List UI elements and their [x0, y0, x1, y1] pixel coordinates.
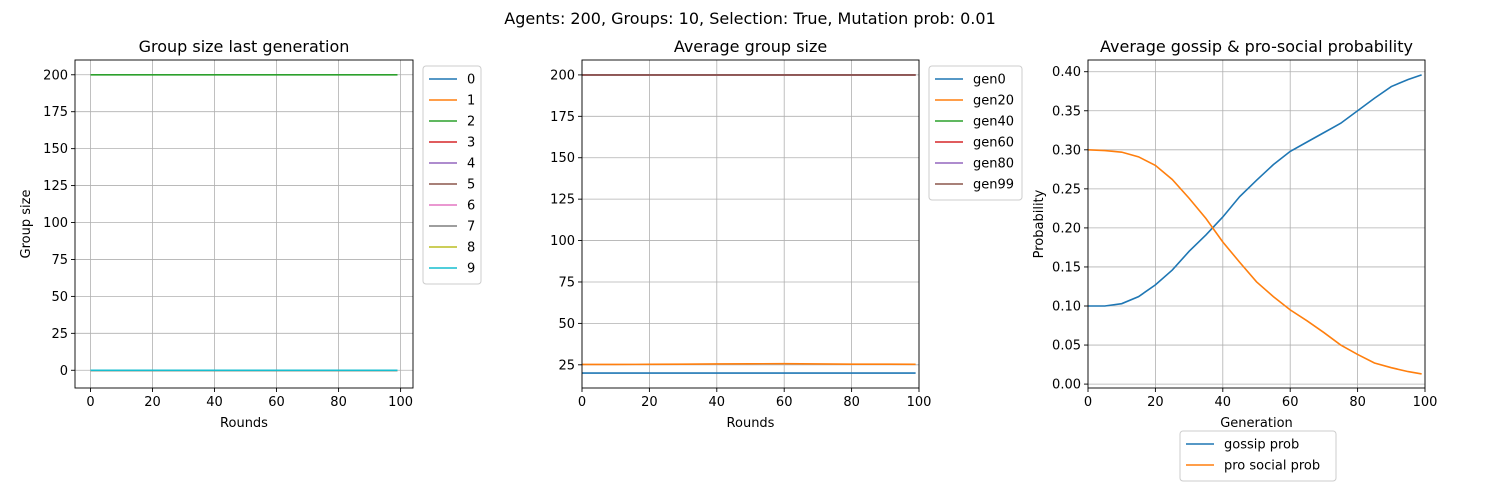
x-tick-label: 80: [1349, 395, 1366, 410]
x-tick-label: 0: [1084, 395, 1092, 410]
y-tick-label: 75: [51, 253, 68, 268]
legend-label: gen40: [973, 115, 1014, 130]
series-line-pro-social-prob: [1087, 149, 1422, 375]
y-tick-label: 125: [43, 179, 68, 194]
series-lines: [582, 74, 916, 374]
y-tick-label: 25: [558, 358, 575, 373]
chart-title: Average gossip & pro-social probability: [1100, 37, 1413, 56]
grid-lines: [1087, 60, 1426, 388]
y-tick-label: 0.15: [1052, 260, 1081, 275]
y-tick-label: 100: [550, 234, 575, 249]
legend: 0 1 2 3 4 5 6 7 8 9: [422, 65, 482, 285]
y-tick-label: 0.25: [1052, 182, 1081, 197]
y-tick-label: 0.35: [1052, 104, 1081, 119]
legend-label: gen60: [973, 136, 1014, 151]
x-tick-label: 40: [206, 395, 223, 410]
x-tick-label: 0: [86, 395, 94, 410]
tick-labels: 0 20 40 60 80 100 25 50 75 100 125 150 175 200: [550, 68, 931, 410]
x-tick-label: 60: [1282, 395, 1299, 410]
x-tick-label: 0: [578, 395, 586, 410]
y-tick-label: 150: [43, 142, 68, 157]
x-tick-label: 40: [709, 395, 726, 410]
legend-label: 5: [467, 178, 475, 193]
y-tick-label: 125: [550, 193, 575, 208]
y-tick-label: 25: [51, 327, 68, 342]
y-tick-label: 0.40: [1052, 65, 1081, 80]
series-line-gossip-prob: [1088, 74, 1422, 307]
x-axis-label: Rounds: [727, 416, 775, 431]
grid-lines: [581, 60, 920, 388]
x-tick-label: 20: [1147, 395, 1164, 410]
legend-label: gossip prob: [1224, 438, 1299, 453]
y-tick-label: 0: [60, 364, 68, 379]
x-axis-label: Rounds: [220, 416, 268, 431]
axes-frame: [581, 59, 920, 389]
series-lines: [90, 73, 398, 372]
chart-title: Group size last generation: [139, 37, 350, 56]
legend-label: 6: [467, 199, 475, 214]
legend-label: 8: [467, 241, 475, 256]
axes-frame: [1087, 59, 1426, 389]
x-tick-label: 40: [1215, 395, 1232, 410]
y-tick-label: 0.30: [1052, 143, 1081, 158]
legend-label: 3: [467, 136, 475, 151]
x-tick-label: 100: [907, 395, 932, 410]
y-tick-label: 200: [43, 68, 68, 83]
legend-label: 7: [467, 220, 475, 235]
y-tick-label: 0.20: [1052, 221, 1081, 236]
y-tick-label: 100: [43, 216, 68, 231]
y-tick-label: 0.10: [1052, 300, 1081, 315]
legend-label: 9: [467, 262, 475, 277]
y-axis-label: Group size: [19, 190, 34, 259]
grid-lines: [75, 60, 413, 388]
series-lines: [1087, 74, 1422, 375]
legend-label: gen0: [973, 73, 1006, 88]
chart-2: 0 20 40 60 80 100 25 50 75 100 125 150 175 200 Average…: [550, 37, 1023, 431]
y-tick-label: 200: [550, 68, 575, 83]
legend-frame: [1179, 430, 1337, 482]
y-tick-label: 75: [558, 275, 575, 290]
y-axis-label: Probability: [1032, 189, 1047, 258]
x-tick-label: 20: [144, 395, 161, 410]
plots-container: 0 20 40 60 80 1000255075100125150175200Group …: [19, 37, 1437, 482]
y-tick-label: 0.05: [1052, 339, 1081, 354]
x-axis-label: Generation: [1220, 416, 1293, 431]
legend-label: gen99: [973, 178, 1014, 193]
tick-labels: 0 20 40 60 80 100 0 25 50 75 100 125 150 175 200: [43, 68, 413, 410]
figure-suptitle: Agents: 200, Groups: 10, Selection: True…: [504, 9, 996, 28]
legend-label: gen20: [973, 94, 1014, 109]
x-tick-label: 80: [330, 395, 347, 410]
x-tick-label: 80: [843, 395, 860, 410]
x-tick-label: 100: [388, 395, 413, 410]
axes-frame: [74, 59, 414, 389]
legend-label: 4: [467, 157, 475, 172]
legend-label: 2: [467, 115, 475, 130]
y-tick-label: 50: [558, 317, 575, 332]
x-tick-label: 20: [641, 395, 658, 410]
legend-label: 1: [467, 94, 475, 109]
y-tick-label: 150: [550, 151, 575, 166]
y-tick-label: 175: [550, 110, 575, 125]
chart-title: Average group size: [674, 37, 827, 56]
y-tick-label: 0.00: [1052, 378, 1081, 393]
chart-3: 0 20 40 60 80 100 0.00 0.05 0.10 0.15 0.20 0.25 0.30…: [1032, 37, 1437, 482]
legend-label: pro social prob: [1224, 459, 1320, 474]
chart-1: 0 20 40 60 80 1000255075100125150175200Group …: [19, 37, 482, 431]
tick-labels: 0 20 40 60 80 100 0.00 0.05 0.10 0.15 0.20 0.25 0.30…: [1052, 65, 1437, 410]
y-tick-label: 50: [51, 290, 68, 305]
x-tick-label: 60: [268, 395, 285, 410]
legend: gen0 gen20 gen40 gen60 gen80 gen99: [928, 65, 1023, 201]
legend-label: 0: [467, 73, 475, 88]
x-tick-label: 60: [776, 395, 793, 410]
series-line-gen20: [582, 362, 916, 366]
legend: gossip prob pro social prob: [1179, 430, 1337, 482]
legend-label: gen80: [973, 157, 1014, 172]
y-tick-label: 175: [43, 105, 68, 120]
x-tick-label: 100: [1413, 395, 1438, 410]
